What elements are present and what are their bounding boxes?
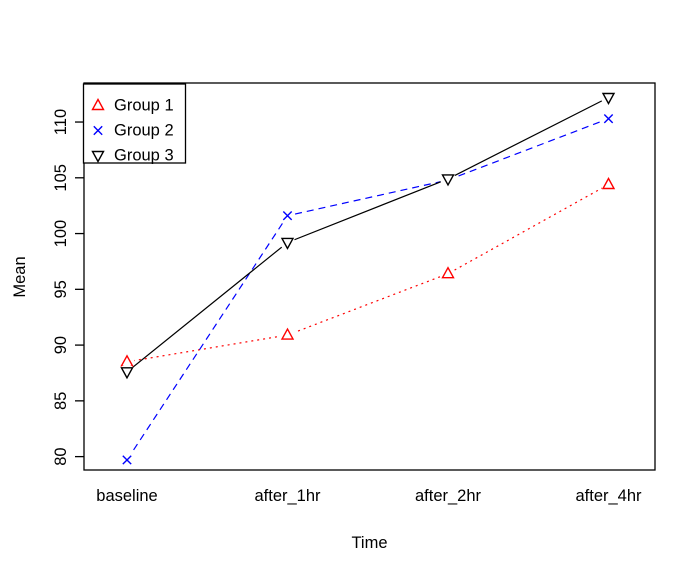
series-line-group-3 bbox=[126, 96, 609, 373]
data-point-marker bbox=[280, 327, 295, 340]
chart-legend: Group 1 Group 2 Group 3 bbox=[82, 83, 187, 165]
data-point-marker bbox=[603, 113, 614, 124]
legend-marker bbox=[91, 150, 105, 163]
x-axis-tick-label: after_1hr bbox=[254, 487, 321, 505]
data-point-marker bbox=[280, 237, 295, 250]
y-axis-tick-label: 90 bbox=[52, 336, 70, 354]
chart-layer: 80 85 90 95 100 105 110 baseline after_1hr after_… bbox=[52, 82, 656, 505]
data-point-marker bbox=[441, 174, 455, 187]
legend-box bbox=[82, 83, 187, 164]
legend-label: Group 3 bbox=[114, 147, 174, 165]
x-axis-title: Time bbox=[351, 534, 387, 552]
data-point-marker bbox=[601, 177, 616, 190]
y-axis-title: Mean bbox=[11, 256, 29, 297]
x-axis-tick-label: baseline bbox=[96, 487, 157, 505]
data-point-marker bbox=[120, 367, 134, 380]
legend-marker bbox=[93, 125, 103, 136]
series-line-group-2 bbox=[126, 118, 609, 461]
y-axis-tick-label: 95 bbox=[52, 280, 70, 298]
series-markers-group-1 bbox=[119, 176, 616, 370]
y-axis-tick-label: 105 bbox=[52, 164, 70, 192]
legend-label: Group 1 bbox=[114, 97, 174, 115]
data-point-marker bbox=[601, 92, 616, 105]
series-markers-group-2 bbox=[119, 111, 616, 468]
y-axis-tick-label: 100 bbox=[52, 220, 70, 248]
y-axis-tick-label: 110 bbox=[52, 109, 70, 135]
y-axis-tick-label: 80 bbox=[52, 447, 70, 465]
data-point-marker bbox=[122, 455, 132, 465]
data-point-marker bbox=[282, 211, 293, 221]
x-axis-tick-label: after_4hr bbox=[575, 487, 642, 505]
x-axis-tick-label: after_2hr bbox=[415, 487, 482, 505]
series-line-group-1 bbox=[126, 183, 609, 363]
y-axis-tick-label: 85 bbox=[52, 392, 70, 410]
data-point-marker bbox=[441, 266, 455, 279]
legend-marker bbox=[91, 98, 105, 111]
plot-box bbox=[83, 82, 656, 471]
legend-label: Group 2 bbox=[114, 122, 174, 140]
series-markers-group-3 bbox=[119, 89, 616, 380]
